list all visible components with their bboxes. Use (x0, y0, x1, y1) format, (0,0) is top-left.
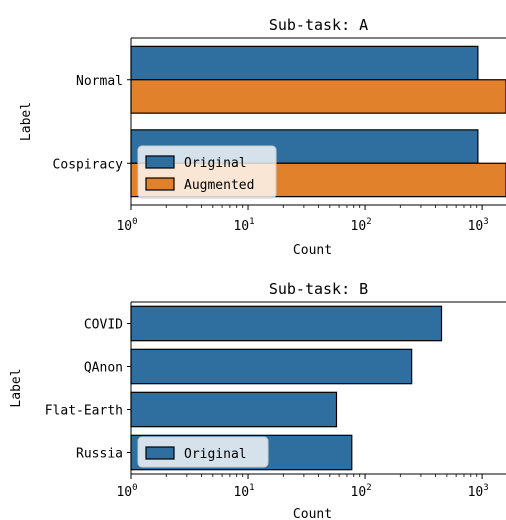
y-tick-label: COVID (84, 318, 123, 333)
x-tick-label: 101 (233, 483, 254, 500)
x-tick-base: 10 (116, 485, 132, 500)
bar-normal-augmented (130, 79, 506, 114)
y-tick-label: Flat-Earth (45, 404, 123, 419)
x-tick-exponent: 1 (249, 217, 254, 227)
legend: Original Augmented (137, 145, 277, 199)
bar-covid-original (130, 305, 443, 342)
x-tick-base: 10 (233, 219, 249, 234)
legend-label: Original (184, 447, 247, 462)
x-tick-label: 101 (233, 217, 254, 234)
x-tick-base: 10 (116, 219, 132, 234)
x-tick-exponent: 2 (366, 483, 371, 493)
y-axis-label: Label (19, 102, 34, 141)
x-tick-exponent: 1 (249, 483, 254, 493)
legend-swatch-original (145, 446, 175, 460)
legend-label: Augmented (184, 178, 254, 193)
y-tick-label: Russia (76, 447, 123, 462)
y-axis-label: Label (9, 368, 24, 407)
legend-swatch-original (145, 155, 175, 169)
x-tick-label: 100 (116, 217, 137, 234)
y-tick-label: Cospiracy (53, 157, 124, 172)
legend-swatch-augmented (145, 177, 175, 191)
x-tick-exponent: 3 (483, 217, 488, 227)
x-tick-base: 10 (351, 219, 367, 234)
x-tick-exponent: 2 (366, 217, 371, 227)
bar-flat-earth-original (130, 391, 338, 428)
y-tick-label: QAnon (84, 361, 123, 376)
x-tick-base: 10 (233, 485, 249, 500)
x-tick-exponent: 0 (132, 483, 137, 493)
y-tick-label: Normal (76, 74, 123, 89)
x-tick-label: 103 (468, 217, 489, 234)
x-axis-label: Count (293, 243, 332, 258)
x-tick-base: 10 (468, 485, 484, 500)
x-tick-label: 100 (116, 483, 137, 500)
x-tick-label: 102 (351, 483, 372, 500)
chart-title: Sub-task: A (269, 16, 368, 34)
x-tick-exponent: 3 (483, 483, 488, 493)
bar-normal-original (130, 45, 479, 81)
chart-title: Sub-task: B (269, 280, 368, 298)
x-tick-base: 10 (468, 219, 484, 234)
x-tick-label: 102 (351, 217, 372, 234)
x-tick-exponent: 0 (132, 217, 137, 227)
legend-label: Original (184, 156, 247, 171)
x-axis-label: Count (293, 507, 332, 520)
x-tick-label: 103 (468, 483, 489, 500)
bar-qanon-original (130, 348, 413, 385)
x-tick-base: 10 (351, 485, 367, 500)
legend: Original (137, 436, 269, 468)
